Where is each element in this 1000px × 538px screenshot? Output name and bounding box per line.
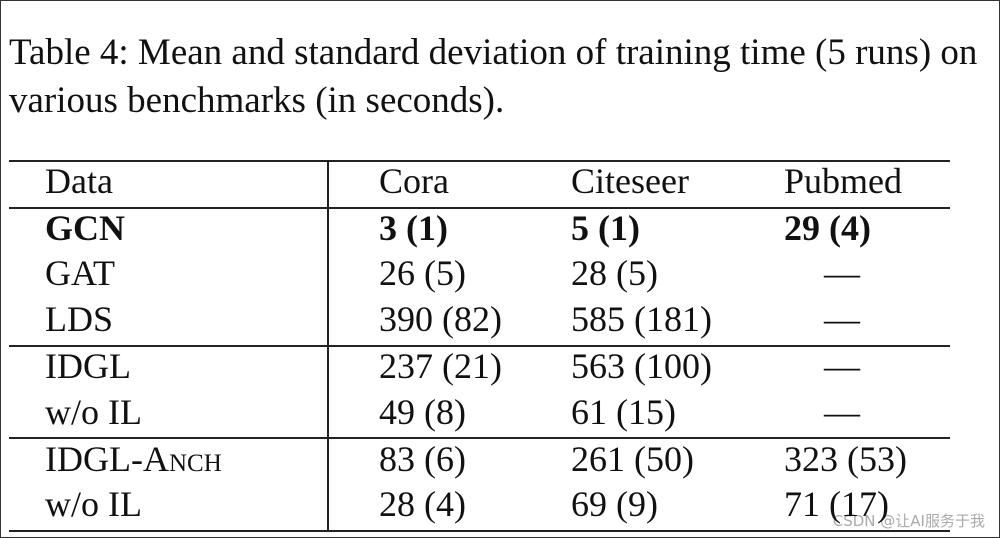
rule xyxy=(9,437,950,439)
table-cell: 585 (181) xyxy=(571,299,712,339)
table-cell: 28 (5) xyxy=(571,253,658,293)
rule xyxy=(9,345,950,347)
row-label: IDGL xyxy=(45,346,131,386)
table-cell: 390 (82) xyxy=(379,299,502,339)
table-cell: — xyxy=(824,253,860,293)
table-cell: 237 (21) xyxy=(379,346,502,386)
table-cell: 69 (9) xyxy=(571,484,658,524)
watermark: CSDN @让AI服务于我 xyxy=(832,512,985,530)
table-cell: 49 (8) xyxy=(379,392,466,432)
rule xyxy=(9,207,950,209)
row-label: IDGL-Anch xyxy=(45,439,222,479)
table-cell: 323 (53) xyxy=(784,439,907,479)
row-label: GCN xyxy=(45,208,125,248)
column-rule xyxy=(327,161,329,532)
table-cell: 61 (15) xyxy=(571,392,676,432)
table-cell: 3 (1) xyxy=(379,208,448,248)
rule xyxy=(9,530,950,532)
table-cell: 5 (1) xyxy=(571,208,640,248)
header-cell: Citeseer xyxy=(571,161,689,201)
table-cell: 28 (4) xyxy=(379,484,466,524)
table-cell: — xyxy=(824,299,860,339)
table-cell: — xyxy=(824,346,860,386)
table-cell: — xyxy=(824,392,860,432)
table-cell: 261 (50) xyxy=(571,439,694,479)
table-cell: 71 (17) xyxy=(784,484,889,524)
table-cell: 83 (6) xyxy=(379,439,466,479)
header-cell: Cora xyxy=(379,161,449,201)
header-cell: Pubmed xyxy=(784,161,903,201)
row-label: w/o IL xyxy=(45,484,142,524)
table-cell: 563 (100) xyxy=(571,346,712,386)
row-label: LDS xyxy=(45,299,114,339)
row-label: w/o IL xyxy=(45,392,142,432)
table-cell: 26 (5) xyxy=(379,253,466,293)
row-label: GAT xyxy=(45,253,115,293)
header-cell: Data xyxy=(45,161,113,201)
table-cell: 29 (4) xyxy=(784,208,871,248)
rule xyxy=(9,160,950,162)
table-caption: Table 4: Mean and standard deviation of … xyxy=(9,32,978,121)
